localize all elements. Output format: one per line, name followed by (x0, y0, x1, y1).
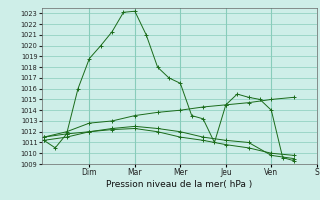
X-axis label: Pression niveau de la mer( hPa ): Pression niveau de la mer( hPa ) (106, 180, 252, 189)
